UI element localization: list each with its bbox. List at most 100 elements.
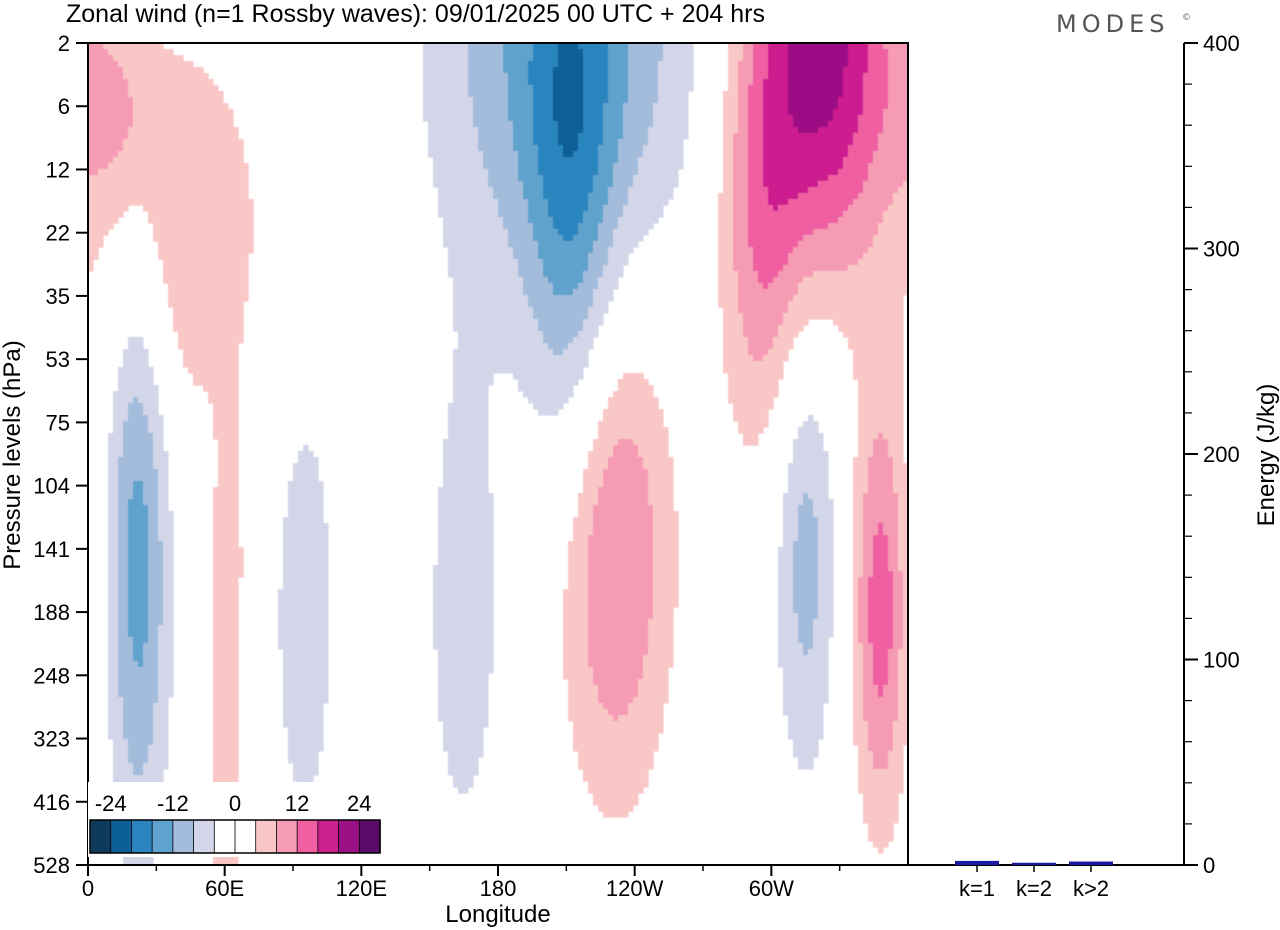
heatmap-cell — [773, 211, 779, 218]
heatmap-cell — [843, 139, 849, 146]
heatmap-cell — [628, 181, 634, 188]
heatmap-cell — [173, 181, 179, 188]
heatmap-cell — [468, 241, 474, 248]
heatmap-cell — [788, 133, 794, 140]
heatmap-cell — [598, 91, 604, 98]
heatmap-cell — [758, 127, 764, 134]
heatmap-cell — [448, 247, 454, 254]
heatmap-cell — [728, 67, 734, 74]
heatmap-cell — [643, 169, 649, 176]
heatmap-cell — [438, 157, 444, 164]
heatmap-cell — [623, 73, 629, 80]
heatmap-cell — [723, 235, 729, 242]
heatmap-cell — [88, 109, 94, 116]
heatmap-cell — [578, 79, 584, 86]
heatmap-cell — [848, 103, 854, 110]
heatmap-cell — [828, 49, 834, 56]
heatmap-cell — [888, 193, 894, 200]
heatmap-cell — [793, 55, 799, 62]
heatmap-cell — [548, 181, 554, 188]
heatmap-cell — [183, 115, 189, 122]
heatmap-cell — [743, 79, 749, 86]
heatmap-cell — [833, 61, 839, 68]
heatmap-cell — [853, 91, 859, 98]
heatmap-cell — [868, 181, 874, 188]
heatmap-cell — [863, 229, 869, 236]
heatmap-cell — [753, 319, 759, 326]
heatmap-cell — [233, 181, 239, 188]
heatmap-cell — [863, 259, 869, 266]
heatmap-cell — [533, 157, 539, 164]
heatmap-cell — [478, 151, 484, 158]
heatmap-cell — [458, 253, 464, 260]
heatmap-cell — [513, 193, 519, 200]
heatmap-cell — [663, 145, 669, 152]
heatmap-cell — [723, 121, 729, 128]
heatmap-cell — [813, 49, 819, 56]
heatmap-cell — [763, 115, 769, 122]
heatmap-cell — [468, 181, 474, 188]
heatmap-cell — [878, 121, 884, 128]
heatmap-cell — [893, 193, 899, 200]
heatmap-cell — [488, 265, 494, 272]
heatmap-cell — [798, 307, 804, 314]
heatmap-cell — [513, 79, 519, 86]
heatmap-cell — [593, 67, 599, 74]
heatmap-cell — [508, 109, 514, 116]
heatmap-cell — [628, 139, 634, 146]
heatmap-cell — [503, 265, 509, 272]
heatmap-cell — [728, 85, 734, 92]
heatmap-cell — [743, 145, 749, 152]
heatmap-cell — [478, 277, 484, 284]
heatmap-cell — [218, 97, 224, 104]
heatmap-cell — [478, 133, 484, 140]
heatmap-cell — [583, 271, 589, 278]
heatmap-cell — [858, 91, 864, 98]
heatmap-cell — [898, 253, 904, 260]
heatmap-cell — [88, 97, 94, 104]
heatmap-cell — [568, 79, 574, 86]
heatmap-cell — [728, 307, 734, 314]
heatmap-cell — [793, 127, 799, 134]
heatmap-cell — [658, 79, 664, 86]
heatmap-cell — [633, 43, 639, 50]
heatmap-cell — [568, 259, 574, 266]
heatmap-cell — [788, 283, 794, 290]
heatmap-cell — [503, 253, 509, 260]
heatmap-cell — [138, 181, 144, 188]
heatmap-cell — [168, 109, 174, 116]
heatmap-cell — [458, 73, 464, 80]
heatmap-cell — [763, 187, 769, 194]
heatmap-cell — [848, 259, 854, 266]
heatmap-cell — [668, 187, 674, 194]
heatmap-cell — [153, 217, 159, 224]
heatmap-cell — [848, 211, 854, 218]
heatmap-cell — [643, 199, 649, 206]
heatmap-cell — [733, 181, 739, 188]
heatmap-cell — [553, 223, 559, 230]
heatmap-cell — [773, 145, 779, 152]
heatmap-cell — [643, 223, 649, 230]
heatmap-cell — [768, 127, 774, 134]
heatmap-cell — [828, 217, 834, 224]
heatmap-cell — [773, 109, 779, 116]
heatmap-cell — [833, 151, 839, 158]
heatmap-cell — [778, 193, 784, 200]
heatmap-cell — [103, 163, 109, 170]
heatmap-cell — [218, 277, 224, 284]
heatmap-cell — [173, 55, 179, 62]
heatmap-cell — [513, 91, 519, 98]
heatmap-cell — [193, 295, 199, 302]
heatmap-cell — [808, 109, 814, 116]
heatmap-cell — [798, 127, 804, 134]
heatmap-cell — [123, 151, 129, 158]
heatmap-cell — [878, 205, 884, 212]
heatmap-cell — [243, 223, 249, 230]
heatmap-cell — [558, 97, 564, 104]
heatmap-cell — [878, 307, 884, 314]
heatmap-cell — [848, 241, 854, 248]
heatmap-cell — [88, 121, 94, 128]
heatmap-cell — [463, 115, 469, 122]
heatmap-cell — [138, 109, 144, 116]
heatmap-cell — [158, 199, 164, 206]
